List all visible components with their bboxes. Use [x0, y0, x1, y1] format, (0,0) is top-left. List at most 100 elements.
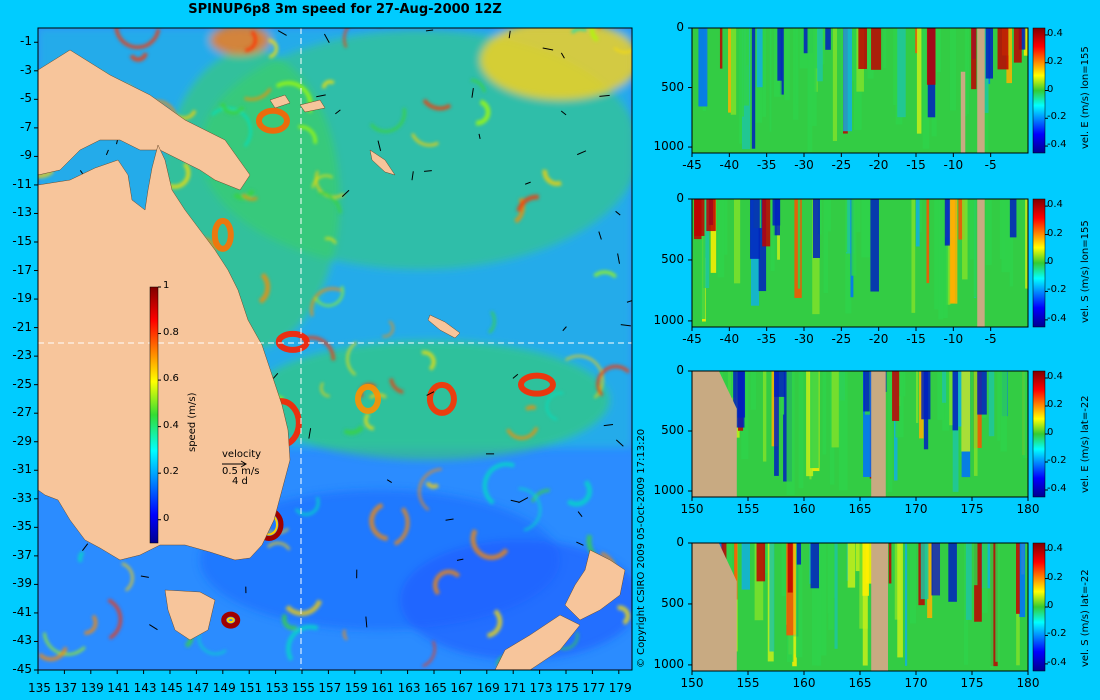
velocity-arrow — [562, 326, 567, 332]
surface-jet — [892, 371, 900, 421]
velocity-streak — [762, 371, 767, 462]
panel-colorbar-tick-label: 0.2 — [1047, 55, 1063, 67]
panel-frame — [691, 27, 1029, 154]
map-x-tick-label: 175 — [556, 681, 579, 695]
panel-y-tick-label: 0 — [676, 535, 684, 549]
panel-y-tick-label: 0 — [676, 191, 684, 205]
eddy-filament — [418, 468, 442, 511]
velocity-streak — [730, 28, 737, 115]
velocity-arrow — [105, 149, 109, 156]
map-y-tick-label: -1 — [20, 34, 32, 49]
colorbar-tick-label: 0.2 — [163, 466, 179, 478]
velocity-streak — [750, 371, 757, 410]
velocity-arrow — [598, 231, 602, 240]
surface-jet — [810, 543, 819, 589]
surface-jet — [921, 371, 931, 420]
velocity-arrow — [386, 479, 392, 483]
velocity-streak — [995, 543, 1000, 662]
map-y-tick-label: -41 — [12, 604, 32, 619]
velocity-streak — [819, 543, 827, 656]
map-y-tick-label: -7 — [20, 119, 32, 134]
velocity-streak — [936, 28, 942, 73]
panel-x-tick-label: -5 — [984, 332, 997, 346]
velocity-key-speed: 0.5 m/s — [222, 466, 260, 477]
velocity-arrow — [577, 150, 587, 156]
map-y-tick-label: -43 — [12, 633, 32, 648]
panel-x-tick-label: -45 — [682, 158, 702, 172]
velocity-streak — [887, 371, 893, 493]
velocity-arrow — [82, 543, 89, 552]
surface-jet — [762, 199, 771, 247]
panel-colorbar-tick-label: -0.4 — [1047, 483, 1067, 494]
velocity-streak — [920, 543, 929, 600]
velocity-arrow — [424, 170, 432, 172]
surface-jet — [777, 28, 783, 81]
velocity-arrow — [365, 616, 368, 628]
eddy-filament — [516, 194, 539, 213]
velocity-streak — [934, 199, 939, 310]
velocity-streak — [808, 28, 817, 126]
velocity-key-title: velocity — [222, 449, 262, 460]
velocity-streak — [845, 199, 852, 314]
panel-x-tick-label: -40 — [719, 158, 740, 172]
panel-colorbar-tick-label: -0.4 — [1047, 312, 1067, 324]
eddy-filament — [129, 52, 148, 62]
velocity-streak — [762, 28, 767, 117]
eddy-filament — [524, 405, 537, 412]
panel-y-tick-label: 500 — [661, 595, 684, 610]
map-x-tick-label: 145 — [160, 681, 183, 695]
eddy-filament — [107, 598, 123, 640]
velocity-streak — [846, 199, 855, 254]
eddy-filament — [38, 646, 68, 662]
velocity-streak — [990, 543, 998, 667]
velocity-streak — [700, 199, 706, 319]
eddy-filament — [268, 38, 279, 59]
panel-colorbar-tick-label: 0.4 — [1047, 543, 1063, 555]
velocity-arrow — [518, 497, 529, 504]
velocity-streak — [703, 199, 710, 289]
velocity-streak — [969, 199, 976, 260]
map-x-tick-label: 141 — [107, 681, 131, 695]
eddy-filament — [346, 341, 358, 376]
island-group — [269, 94, 396, 176]
velocity-streak — [997, 371, 1001, 441]
velocity-arrow — [615, 210, 621, 216]
eddy-filament — [320, 382, 330, 398]
eddy-filament — [267, 541, 291, 551]
map-frame — [37, 27, 633, 671]
panel-x-tick-label: 155 — [736, 676, 760, 690]
panel-x-tick-label: 170 — [904, 502, 928, 516]
velocity-streak — [973, 543, 978, 586]
eddy-filament — [38, 168, 54, 179]
velocity-streak — [774, 371, 779, 476]
surface-jet — [1013, 28, 1022, 63]
velocity-arrow — [576, 541, 584, 546]
velocity-streak — [751, 28, 756, 149]
panel-colorbar-tick-label: -0.2 — [1047, 628, 1067, 640]
velocity-streak — [949, 28, 957, 111]
new-zealand-south — [494, 614, 581, 670]
map-y-tick-label: -39 — [12, 576, 32, 591]
eddy-filament — [281, 613, 298, 631]
eddy-filament — [470, 78, 486, 93]
velocity-key-arrowhead — [240, 460, 247, 468]
panel-colorbar — [1032, 370, 1046, 498]
velocity-streak — [769, 543, 775, 652]
velocity-streak — [927, 543, 933, 619]
velocity-arrow — [603, 424, 614, 427]
velocity-arrow — [478, 133, 481, 139]
panel-colorbar-tick-label: 0 — [1047, 83, 1054, 95]
velocity-streak — [722, 199, 728, 255]
surface-jet — [931, 543, 941, 596]
eddy-filament — [425, 481, 440, 489]
velocity-streak — [817, 28, 823, 82]
eddy-filament — [393, 507, 410, 546]
surface-jet — [825, 28, 831, 50]
eddy — [211, 217, 234, 252]
map-y-tick-label: -33 — [12, 490, 32, 505]
eddy-filament — [285, 599, 323, 616]
map-x-tick-label: 167 — [450, 681, 474, 695]
velocity-streak — [738, 28, 742, 144]
velocity-arrow — [508, 30, 511, 39]
panel-x-tick-label: 150 — [680, 502, 704, 516]
